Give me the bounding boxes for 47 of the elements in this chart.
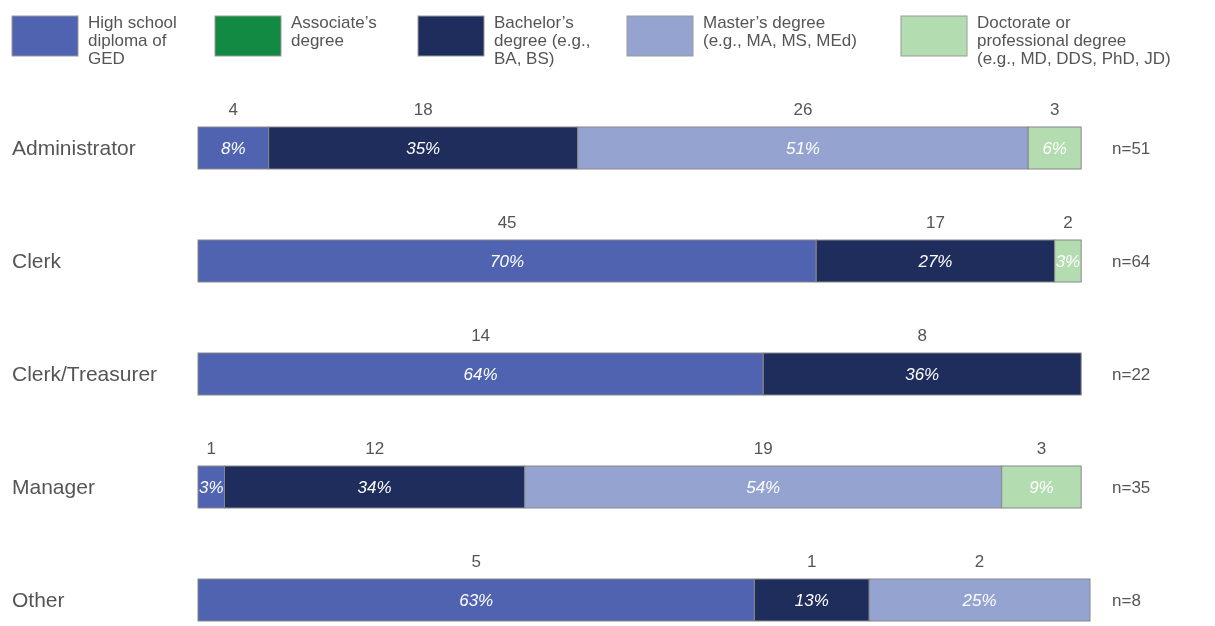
annotation: 26 [793, 100, 813, 119]
text: n=51 [1112, 138, 1151, 158]
data-label: 8% [221, 138, 246, 158]
annotation: 19 [753, 439, 773, 458]
data-label: 3% [198, 477, 224, 497]
text: n=64 [1112, 251, 1151, 271]
y-tick-label: Manager [12, 475, 95, 499]
annotation: 4 [228, 100, 239, 119]
text: n=8 [1112, 590, 1141, 610]
y-tick-label: Other [12, 588, 65, 612]
legend-label: Master’s degree (e.g., MA, MS, MEd) [703, 13, 857, 50]
data-label: 51% [785, 138, 820, 158]
text: n=22 [1112, 364, 1151, 384]
data-label: 63% [459, 590, 494, 610]
data-label: 6% [1042, 138, 1067, 158]
y-tick-label: Clerk [12, 249, 62, 273]
data-label: 70% [490, 251, 525, 271]
y-tick-label: Administrator [12, 136, 136, 160]
data-label: 13% [794, 590, 829, 610]
data-label: 3% [1055, 251, 1081, 271]
text: n=35 [1112, 477, 1151, 497]
annotation: 8 [917, 326, 927, 345]
annotation: 18 [413, 100, 433, 119]
annotation: 5 [471, 552, 481, 571]
data-label: 36% [905, 364, 940, 384]
data-label: 27% [917, 251, 953, 271]
annotation: 1 [206, 439, 216, 458]
data-label: 9% [1029, 477, 1054, 497]
data-label: 54% [746, 477, 781, 497]
annotation: 2 [1063, 213, 1073, 232]
legend-label: Bachelor’s degree (e.g., BA, BS) [494, 13, 591, 68]
annotation: 3 [1049, 100, 1060, 119]
y-tick-label: Clerk/Treasurer [12, 362, 158, 386]
annotation: 17 [925, 213, 945, 232]
data-label: 25% [961, 590, 997, 610]
annotation: 2 [974, 552, 985, 571]
data-label: 64% [463, 364, 498, 384]
legend-label: High school diploma of GED [88, 13, 177, 68]
legend-label: Associate’s degree [291, 13, 377, 50]
legend-label: Doctorate or professional degree (e.g., MD, DDS, PhD, JD) [977, 13, 1171, 68]
data-label: 34% [357, 477, 392, 497]
annotation: 3 [1036, 439, 1047, 458]
data-label: 35% [406, 138, 441, 158]
annotation: 12 [365, 439, 385, 458]
annotation: 1 [807, 552, 817, 571]
annotation: 14 [471, 326, 491, 345]
annotation: 45 [497, 213, 517, 232]
